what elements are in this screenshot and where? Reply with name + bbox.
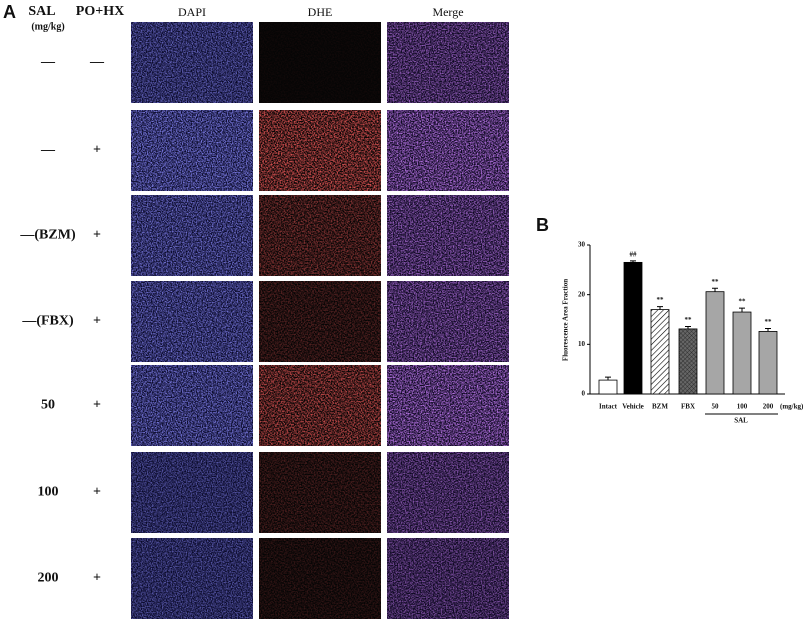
column-header: SAL: [28, 4, 55, 19]
x-tick-label: Intact: [599, 403, 618, 411]
row-label: 50: [41, 398, 55, 413]
bar: [598, 379, 618, 395]
x-tick-label: BZM: [652, 403, 668, 411]
micrograph-signal: [259, 110, 381, 191]
micrograph-signal: [387, 365, 509, 446]
significance-label: **: [657, 296, 665, 304]
bar: [732, 311, 752, 395]
micrograph-signal: [131, 195, 253, 276]
row-label: —: [40, 143, 56, 158]
micrograph-signal: [131, 22, 253, 103]
bar: [623, 261, 643, 395]
row-label: —: [89, 55, 105, 70]
column-header: Merge: [432, 5, 463, 19]
y-tick-label: 0: [582, 390, 586, 398]
error-bar: [605, 376, 611, 381]
bar: [705, 291, 725, 395]
row-label: 100: [38, 485, 59, 500]
group-label: SAL: [734, 417, 748, 425]
micrograph-signal: [259, 365, 381, 446]
row-label: 200: [38, 571, 59, 586]
column-header: DAPI: [178, 5, 206, 19]
error-bar: [685, 325, 691, 329]
micrograph-signal: [131, 538, 253, 619]
x-tick-label: 50: [712, 403, 720, 411]
micrograph-signal: [387, 452, 509, 533]
micrograph-signal: [387, 281, 509, 362]
bar: [758, 331, 778, 395]
significance-label: **: [712, 278, 720, 286]
micrograph-signal: [387, 538, 509, 619]
significance-label: ##: [630, 251, 638, 259]
x-tick-label: 100: [737, 403, 748, 411]
significance-label: **: [739, 298, 747, 306]
column-header: PO+HX: [76, 4, 124, 19]
error-bar: [657, 306, 663, 310]
error-bar: [712, 287, 718, 292]
x-tick-label: 200: [763, 403, 774, 411]
row-label: +: [93, 314, 101, 329]
y-tick-label: 20: [578, 290, 586, 298]
micrograph-signal: [259, 281, 381, 362]
row-label: +: [93, 143, 101, 158]
row-label: —(BZM): [19, 228, 76, 243]
row-label: —: [40, 55, 56, 70]
error-bar: [739, 307, 745, 313]
row-label: +: [93, 228, 101, 243]
micrograph-signal: [259, 538, 381, 619]
unit-label: (mg/kg): [780, 403, 804, 411]
micrograph-signal: [259, 22, 381, 103]
y-axis-label: Fluorescence Area Fraction: [562, 279, 570, 361]
x-tick-label: Vehicle: [622, 403, 644, 411]
micrograph-signal: [259, 195, 381, 276]
bar: [650, 309, 670, 395]
micrograph-signal: [387, 110, 509, 191]
column-header: DHE: [308, 5, 333, 19]
significance-label: **: [685, 316, 693, 324]
column-header: (mg/kg): [31, 21, 64, 32]
micrograph-signal: [387, 195, 509, 276]
error-bar: [765, 327, 771, 332]
row-label: +: [93, 485, 101, 500]
micrograph-signal: [387, 22, 509, 103]
micrograph-signal: [131, 452, 253, 533]
row-label: +: [93, 398, 101, 413]
significance-label: **: [765, 318, 773, 326]
bar: [678, 328, 698, 395]
y-tick-label: 10: [578, 340, 586, 348]
row-label: —(FBX): [21, 314, 74, 329]
panel-label: A: [3, 2, 16, 22]
y-tick-label: 30: [578, 241, 586, 249]
micrograph-signal: [131, 281, 253, 362]
error-bar: [630, 260, 636, 263]
x-tick-label: FBX: [681, 403, 695, 411]
panel-label: B: [536, 215, 549, 235]
micrograph-signal: [131, 365, 253, 446]
row-label: +: [93, 571, 101, 586]
micrograph-signal: [259, 452, 381, 533]
micrograph-signal: [131, 110, 253, 191]
